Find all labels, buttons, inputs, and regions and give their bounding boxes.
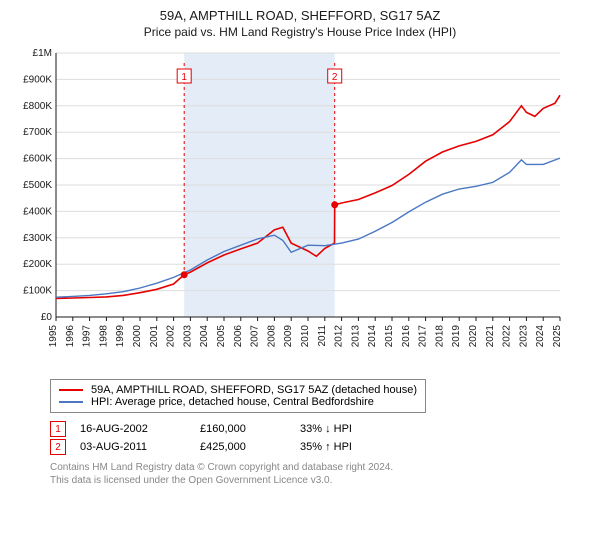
svg-text:1999: 1999 — [115, 325, 126, 348]
svg-text:£200K: £200K — [23, 259, 52, 270]
data-point-date: 03-AUG-2011 — [80, 441, 200, 453]
svg-text:2019: 2019 — [451, 325, 462, 348]
svg-text:£900K: £900K — [23, 74, 52, 85]
chart-subtitle: Price paid vs. HM Land Registry's House … — [10, 25, 590, 39]
svg-text:2: 2 — [332, 72, 338, 83]
svg-text:£400K: £400K — [23, 206, 52, 217]
legend-item: HPI: Average price, detached house, Cent… — [59, 396, 417, 408]
footer-line2: This data is licensed under the Open Gov… — [50, 474, 582, 487]
legend: 59A, AMPTHILL ROAD, SHEFFORD, SG17 5AZ (… — [50, 379, 426, 413]
svg-text:2021: 2021 — [485, 325, 496, 348]
svg-text:1996: 1996 — [65, 325, 76, 348]
svg-text:1997: 1997 — [82, 325, 93, 348]
footer-note: Contains HM Land Registry data © Crown c… — [50, 461, 582, 487]
svg-text:£1M: £1M — [33, 48, 52, 59]
svg-text:2010: 2010 — [300, 325, 311, 348]
svg-text:2008: 2008 — [266, 325, 277, 348]
svg-text:£600K: £600K — [23, 154, 52, 165]
svg-text:2004: 2004 — [199, 325, 210, 348]
svg-text:2007: 2007 — [250, 325, 261, 348]
svg-text:2012: 2012 — [334, 325, 345, 348]
data-point-diff: 35% ↑ HPI — [300, 441, 352, 453]
data-point-diff: 33% ↓ HPI — [300, 423, 352, 435]
svg-text:2015: 2015 — [384, 325, 395, 348]
svg-text:2025: 2025 — [552, 325, 563, 348]
svg-text:2001: 2001 — [149, 325, 160, 348]
data-point-price: £425,000 — [200, 441, 300, 453]
svg-text:2014: 2014 — [367, 325, 378, 348]
svg-text:2018: 2018 — [434, 325, 445, 348]
svg-text:2024: 2024 — [535, 325, 546, 348]
data-point-marker: 2 — [50, 439, 66, 455]
svg-text:2009: 2009 — [283, 325, 294, 348]
svg-text:2016: 2016 — [401, 325, 412, 348]
data-point-table: 1 16-AUG-2002£160,00033% ↓ HPI 2 03-AUG-201… — [50, 421, 582, 455]
svg-text:2000: 2000 — [132, 325, 143, 348]
svg-text:2005: 2005 — [216, 325, 227, 348]
svg-text:£700K: £700K — [23, 127, 52, 138]
svg-text:2011: 2011 — [317, 325, 328, 347]
data-point-marker: 1 — [50, 421, 66, 437]
footer-line1: Contains HM Land Registry data © Crown c… — [50, 461, 582, 474]
svg-text:£800K: £800K — [23, 101, 52, 112]
svg-text:2002: 2002 — [166, 325, 177, 348]
legend-swatch — [59, 401, 83, 403]
svg-text:2006: 2006 — [233, 325, 244, 348]
svg-text:2013: 2013 — [350, 325, 361, 348]
svg-text:1995: 1995 — [48, 325, 59, 348]
legend-swatch — [59, 389, 83, 391]
svg-text:2023: 2023 — [518, 325, 529, 348]
svg-text:£100K: £100K — [23, 286, 52, 297]
svg-text:1: 1 — [181, 72, 187, 83]
legend-item: 59A, AMPTHILL ROAD, SHEFFORD, SG17 5AZ (… — [59, 384, 417, 396]
data-point-date: 16-AUG-2002 — [80, 423, 200, 435]
svg-text:2020: 2020 — [468, 325, 479, 348]
data-point-row: 2 03-AUG-2011£425,00035% ↑ HPI — [50, 439, 582, 455]
svg-text:1998: 1998 — [98, 325, 109, 348]
svg-text:2022: 2022 — [502, 325, 513, 348]
svg-text:2017: 2017 — [418, 325, 429, 348]
svg-text:2003: 2003 — [182, 325, 193, 348]
legend-label: 59A, AMPTHILL ROAD, SHEFFORD, SG17 5AZ (… — [91, 384, 417, 396]
svg-text:£0: £0 — [41, 312, 53, 323]
data-point-row: 1 16-AUG-2002£160,00033% ↓ HPI — [50, 421, 582, 437]
line-chart-svg: £0 £100K £200K £300K £400K £500K £600K £700K £80… — [10, 47, 570, 367]
data-point-price: £160,000 — [200, 423, 300, 435]
chart-title: 59A, AMPTHILL ROAD, SHEFFORD, SG17 5AZ — [10, 8, 590, 23]
svg-text:£300K: £300K — [23, 233, 52, 244]
legend-label: HPI: Average price, detached house, Cent… — [91, 396, 374, 408]
svg-text:£500K: £500K — [23, 180, 52, 191]
chart-area: £0 £100K £200K £300K £400K £500K £600K £700K £80… — [10, 47, 590, 367]
